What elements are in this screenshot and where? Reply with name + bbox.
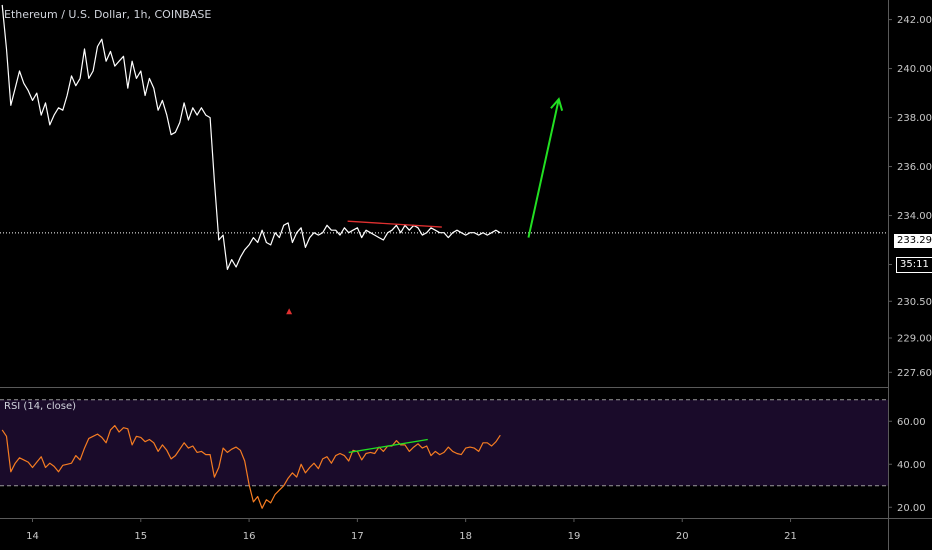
time-tick-label: 17 [351,531,364,542]
time-tick-label: 14 [26,531,39,542]
red-signal-marker [286,308,293,315]
time-axis[interactable]: 14 15 16 17 18 19 20 21 [0,518,932,542]
time-tick-label: 15 [134,531,147,542]
rsi-tick-label: 60.00 [897,417,926,428]
price-tick-label: 240.00 [897,64,932,75]
green-arrow-head [550,97,564,111]
price-tick-label: 234.00 [897,211,932,222]
price-pane[interactable] [0,4,888,388]
rsi-series-line[interactable] [1,425,501,509]
price-tick-label: 230.50 [897,297,932,308]
price-tick-label: 238.00 [897,113,932,124]
price-trendline-red[interactable] [347,220,442,228]
price-tick-label: 229.00 [897,334,932,345]
time-tick-label: 16 [243,531,256,542]
countdown-tag: 35:11 [896,257,932,273]
rsi-pane[interactable] [0,399,888,509]
symbol-title: Ethereum / U.S. Dollar, 1h, COINBASE [4,8,212,21]
last-price-tag: 233.29 [894,234,932,248]
rsi-tick-label: 40.00 [897,460,926,471]
price-tick-label: 242.00 [897,15,932,26]
time-tick-label: 18 [459,531,472,542]
price-tick-label: 236.00 [897,162,932,173]
green-arrow-shaft[interactable] [527,98,560,238]
price-series-line[interactable] [1,4,501,270]
time-tick-label: 20 [676,531,689,542]
time-tick-label: 21 [784,531,797,542]
rsi-band-fill [0,399,888,486]
rsi-trendline-green[interactable] [348,438,428,454]
rsi-title: RSI (14, close) [4,401,77,412]
price-tick-label: 227.60 [897,368,932,379]
time-tick-label: 19 [568,531,581,542]
rsi-tick-label: 20.00 [897,503,926,514]
